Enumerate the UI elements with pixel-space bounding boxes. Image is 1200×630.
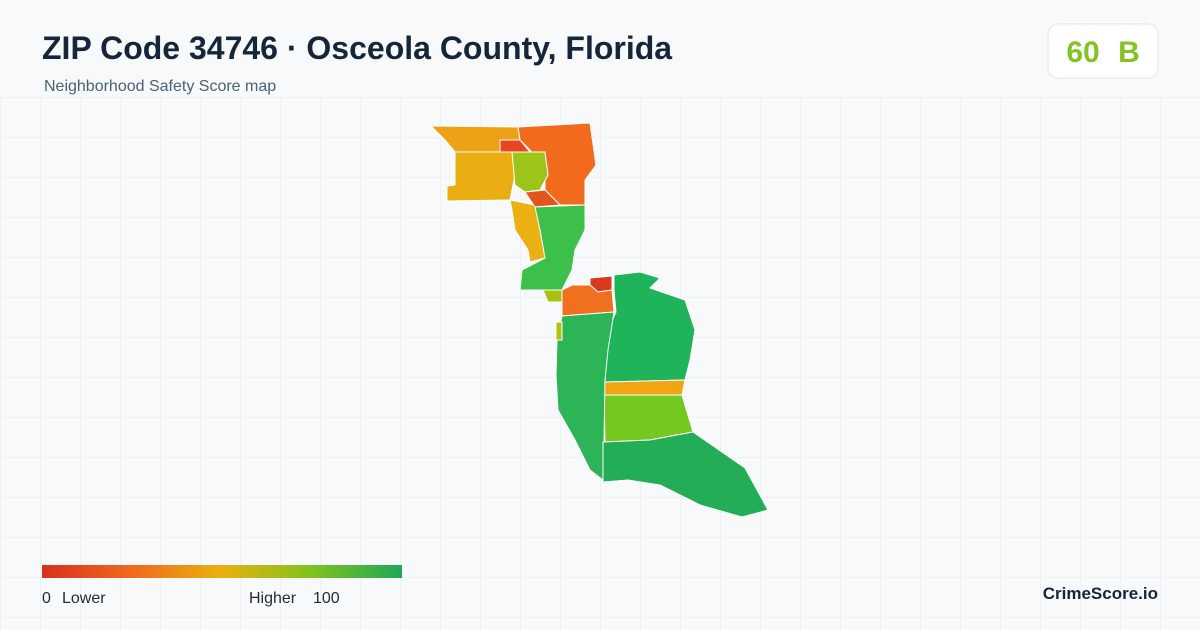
region [555,321,563,341]
region [524,189,561,208]
region [511,151,549,193]
region [602,431,769,518]
score: 60 [1066,36,1099,69]
region [603,379,686,396]
brand: CrimeScore.io [1043,584,1158,603]
region [446,151,516,202]
region [604,271,696,383]
region [555,311,615,481]
grade: B [1118,36,1140,69]
legend-high-label: Higher [249,590,297,607]
region [561,284,615,317]
title: ZIP Code 34746 · Osceola County, Florida [42,30,672,66]
legend-max: 100 [313,590,340,607]
legend-min: 0 [42,590,51,607]
map [430,122,769,518]
legend-low-label: Lower [62,590,106,607]
subtitle: Neighborhood Safety Score map [44,78,276,95]
legend-bar [42,565,402,578]
score-box [1047,23,1159,79]
